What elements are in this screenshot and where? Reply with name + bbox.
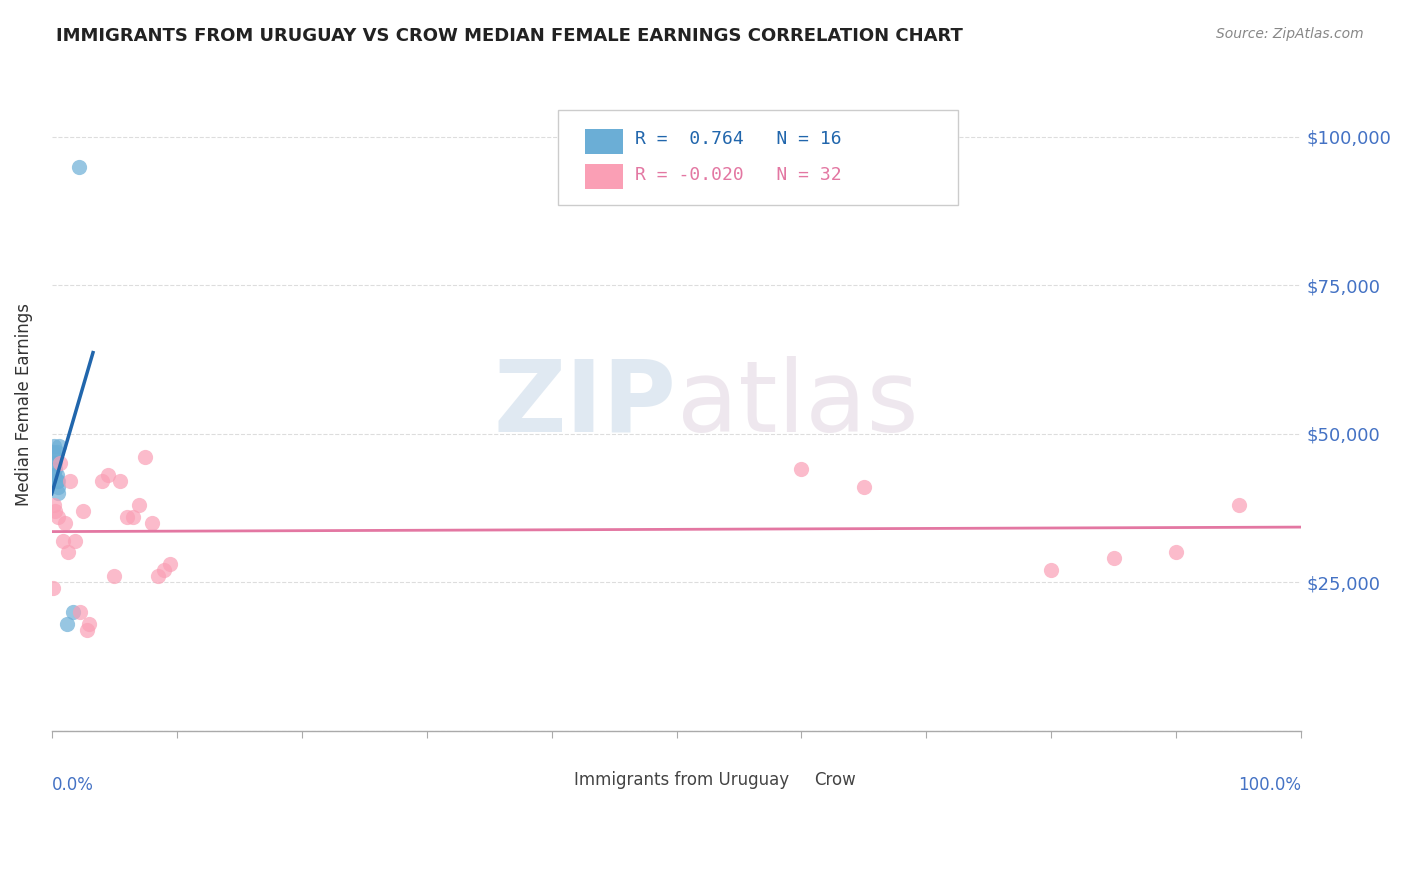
Point	[62, 605, 84, 619]
Text: R = -0.020   N = 32: R = -0.020 N = 32	[636, 166, 842, 184]
Text: 0.0%: 0.0%	[52, 776, 94, 795]
Bar	[773, 776, 804, 792]
Point	[67, 160, 90, 174]
Point	[69, 605, 91, 619]
Bar	[585, 164, 623, 189]
Point	[72, 504, 94, 518]
Text: Immigrants from Uruguay: Immigrants from Uruguay	[574, 772, 789, 789]
Point	[1102, 551, 1125, 566]
Point	[146, 569, 169, 583]
Text: ZIP: ZIP	[494, 356, 676, 452]
Point	[134, 450, 156, 465]
Point	[52, 533, 75, 548]
Point	[159, 558, 181, 572]
Point	[153, 563, 176, 577]
Point	[76, 623, 98, 637]
Point	[1040, 563, 1063, 577]
Point	[141, 516, 163, 530]
Point	[790, 462, 813, 476]
Point	[1166, 545, 1188, 559]
Point	[65, 533, 87, 548]
Bar	[533, 776, 564, 792]
Point	[44, 504, 66, 518]
Point	[852, 480, 875, 494]
Point	[44, 450, 66, 465]
Point	[48, 439, 70, 453]
Text: IMMIGRANTS FROM URUGUAY VS CROW MEDIAN FEMALE EARNINGS CORRELATION CHART: IMMIGRANTS FROM URUGUAY VS CROW MEDIAN F…	[56, 27, 963, 45]
Point	[55, 616, 77, 631]
Point	[122, 509, 145, 524]
Point	[90, 475, 112, 489]
Point	[44, 468, 66, 483]
Y-axis label: Median Female Earnings: Median Female Earnings	[15, 302, 32, 506]
Point	[42, 581, 65, 595]
Text: 100.0%: 100.0%	[1239, 776, 1302, 795]
Point	[56, 545, 79, 559]
Point	[44, 457, 66, 471]
Point	[110, 475, 132, 489]
Bar	[585, 129, 623, 153]
Point	[46, 475, 69, 489]
Point	[115, 509, 138, 524]
Point	[49, 457, 72, 471]
Point	[46, 480, 69, 494]
Point	[128, 498, 150, 512]
Point	[45, 475, 67, 489]
Text: Crow: Crow	[814, 772, 856, 789]
Point	[46, 509, 69, 524]
Text: Source: ZipAtlas.com: Source: ZipAtlas.com	[1216, 27, 1364, 41]
Point	[97, 468, 120, 483]
Point	[77, 616, 100, 631]
Point	[59, 475, 82, 489]
Point	[42, 444, 65, 458]
Text: atlas: atlas	[676, 356, 918, 452]
Point	[45, 468, 67, 483]
Point	[45, 444, 67, 458]
Text: R =  0.764   N = 16: R = 0.764 N = 16	[636, 130, 842, 148]
Point	[55, 516, 77, 530]
Point	[44, 498, 66, 512]
FancyBboxPatch shape	[558, 110, 957, 205]
Point	[44, 439, 66, 453]
Point	[46, 486, 69, 500]
Point	[103, 569, 125, 583]
Point	[44, 462, 66, 476]
Point	[1227, 498, 1250, 512]
